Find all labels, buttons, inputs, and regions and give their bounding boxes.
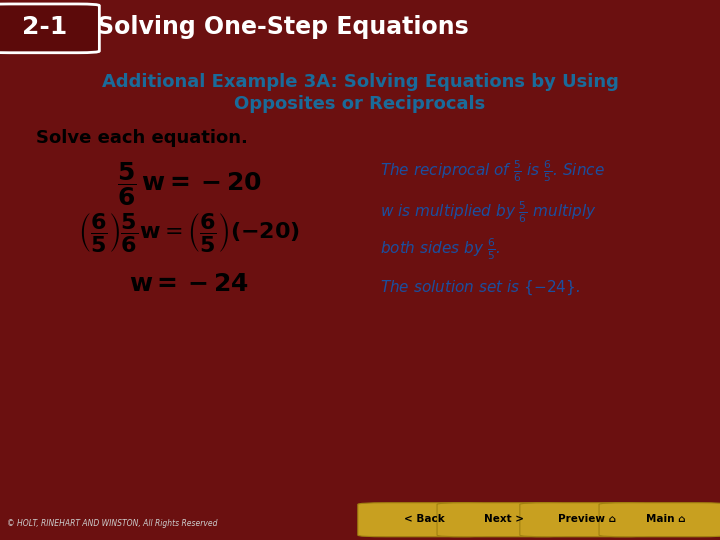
Text: Preview ⌂: Preview ⌂ xyxy=(558,514,616,524)
Text: Solving One-Step Equations: Solving One-Step Equations xyxy=(97,15,469,39)
Text: The solution set is $\{-24\}$.: The solution set is $\{-24\}$. xyxy=(380,278,580,296)
Text: Next >: Next > xyxy=(484,514,524,524)
Text: Main ⌂: Main ⌂ xyxy=(647,514,685,524)
Text: $\left(\dfrac{\mathbf{6}}{\mathbf{5}}\right)\dfrac{\mathbf{5}}{\mathbf{6}}\mathb: $\left(\dfrac{\mathbf{6}}{\mathbf{5}}\ri… xyxy=(78,211,300,254)
FancyBboxPatch shape xyxy=(599,503,720,537)
FancyBboxPatch shape xyxy=(437,503,565,537)
Text: $\dfrac{\mathbf{5}}{\mathbf{6}}\,\mathbf{w = -20}$: $\dfrac{\mathbf{5}}{\mathbf{6}}\,\mathbf… xyxy=(117,160,261,208)
Text: $w$ is multiplied by $\frac{5}{6}$ multiply: $w$ is multiplied by $\frac{5}{6}$ multi… xyxy=(380,200,597,225)
FancyBboxPatch shape xyxy=(358,503,486,537)
Text: 2-1: 2-1 xyxy=(22,15,67,39)
Text: © HOLT, RINEHART AND WINSTON, All Rights Reserved: © HOLT, RINEHART AND WINSTON, All Rights… xyxy=(7,519,217,528)
Text: both sides by $\frac{6}{5}$.: both sides by $\frac{6}{5}$. xyxy=(380,237,500,262)
FancyBboxPatch shape xyxy=(0,4,99,53)
Text: Solve each equation.: Solve each equation. xyxy=(36,129,248,147)
Text: Opposites or Reciprocals: Opposites or Reciprocals xyxy=(235,95,485,113)
Text: < Back: < Back xyxy=(405,514,445,524)
Text: Additional Example 3A: Solving Equations by Using: Additional Example 3A: Solving Equations… xyxy=(102,73,618,91)
Text: $\mathbf{w = -24}$: $\mathbf{w = -24}$ xyxy=(129,273,249,296)
FancyBboxPatch shape xyxy=(520,503,648,537)
Text: The reciprocal of $\frac{5}{6}$ is $\frac{6}{5}$. Since: The reciprocal of $\frac{5}{6}$ is $\fra… xyxy=(380,158,605,184)
